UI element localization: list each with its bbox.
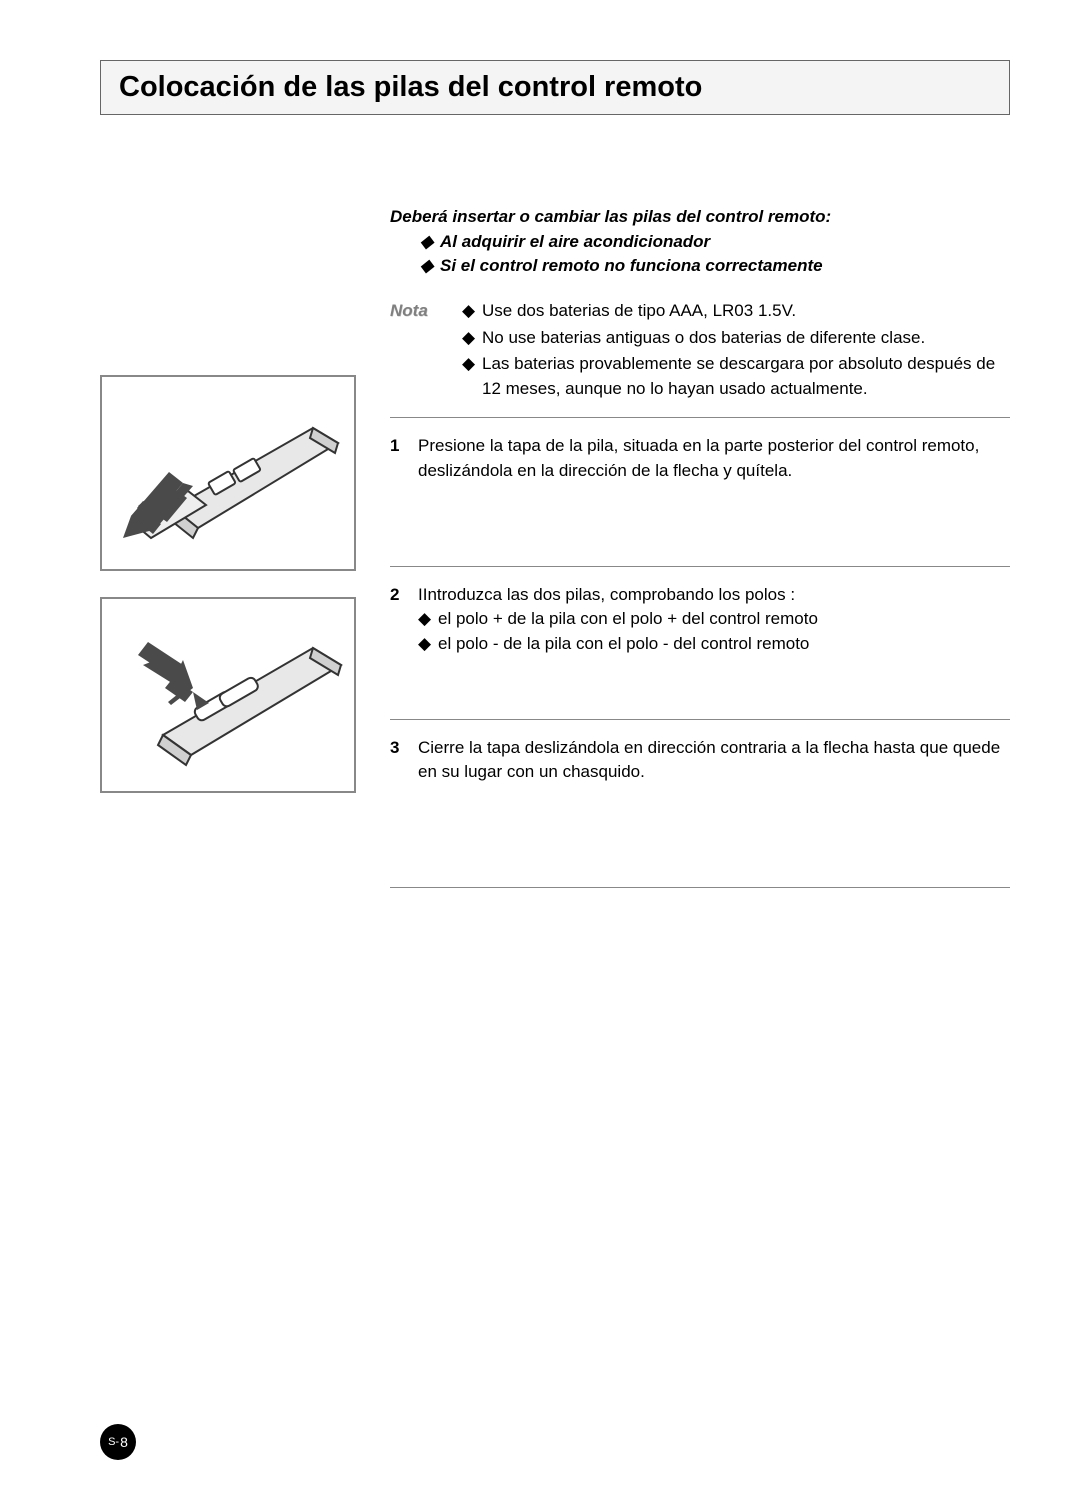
separator [390, 566, 1010, 567]
step-1-num: 1 [390, 434, 404, 483]
intro-lead: Deberá insertar o cambiar las pilas del … [390, 205, 1010, 230]
title-box: Colocación de las pilas del control remo… [100, 60, 1010, 115]
nota-item-2: No use baterias antiguas o dos baterias … [482, 326, 1010, 351]
arrow-insert-icon [138, 642, 209, 710]
page-number-badge: S-8 [100, 1424, 136, 1460]
step-2-sub-2: el polo - de la pila con el polo - del c… [438, 632, 809, 657]
diamond-icon: ◆ [462, 326, 472, 351]
step-2-text: IIntroduzca las dos pilas, comprobando l… [418, 583, 1010, 608]
intro-bullet-2: Si el control remoto no funciona correct… [440, 254, 823, 279]
page: Colocación de las pilas del control remo… [0, 0, 1080, 1510]
step-2-sub: ◆ el polo + de la pila con el polo + del… [418, 607, 1010, 656]
page-number-prefix: S- [108, 1436, 119, 1448]
step-2: 2 IIntroduzca las dos pilas, comprobando… [390, 583, 1010, 657]
remote-insert-battery-icon [113, 610, 343, 780]
page-title: Colocación de las pilas del control remo… [119, 71, 991, 104]
step-3-text: Cierre la tapa deslizándola en dirección… [418, 736, 1010, 785]
diamond-icon: ◆ [418, 607, 428, 632]
diamond-icon: ◆ [418, 632, 428, 657]
text-column: Deberá insertar o cambiar las pilas del … [390, 205, 1010, 904]
nota-list: ◆ Use dos baterias de tipo AAA, LR03 1.5… [462, 299, 1010, 404]
figure-1-frame [100, 375, 356, 571]
step-3-num: 3 [390, 736, 404, 785]
remote-open-cover-icon [113, 388, 343, 558]
separator [390, 719, 1010, 720]
step-1-text: Presione la tapa de la pila, situada en … [418, 434, 1010, 483]
step-1: 1 Presione la tapa de la pila, situada e… [390, 434, 1010, 483]
nota-block: Nota ◆ Use dos baterias de tipo AAA, LR0… [390, 299, 1010, 404]
page-number: 8 [120, 1434, 128, 1450]
nota-label: Nota [390, 299, 438, 404]
content-row: Deberá insertar o cambiar las pilas del … [100, 205, 1010, 904]
separator [390, 887, 1010, 888]
diamond-icon: ◆ [462, 299, 472, 324]
nota-item-1: Use dos baterias de tipo AAA, LR03 1.5V. [482, 299, 1010, 324]
intro-bullet-1: Al adquirir el aire acondicionador [440, 230, 710, 255]
step-2-sub-1: el polo + de la pila con el polo + del c… [438, 607, 818, 632]
diamond-icon: ◆ [420, 254, 430, 279]
diamond-icon: ◆ [462, 352, 472, 401]
page-footer: S-8 [100, 1424, 136, 1460]
diamond-icon: ◆ [420, 230, 430, 255]
intro-block: Deberá insertar o cambiar las pilas del … [390, 205, 1010, 279]
step-3: 3 Cierre la tapa deslizándola en direcci… [390, 736, 1010, 785]
intro-bullets: ◆ Al adquirir el aire acondicionador ◆ S… [390, 230, 1010, 279]
separator [390, 417, 1010, 418]
image-column [100, 205, 360, 819]
nota-item-3: Las baterias provablemente se descargara… [482, 352, 1010, 401]
figure-2-frame [100, 597, 356, 793]
step-2-num: 2 [390, 583, 404, 657]
